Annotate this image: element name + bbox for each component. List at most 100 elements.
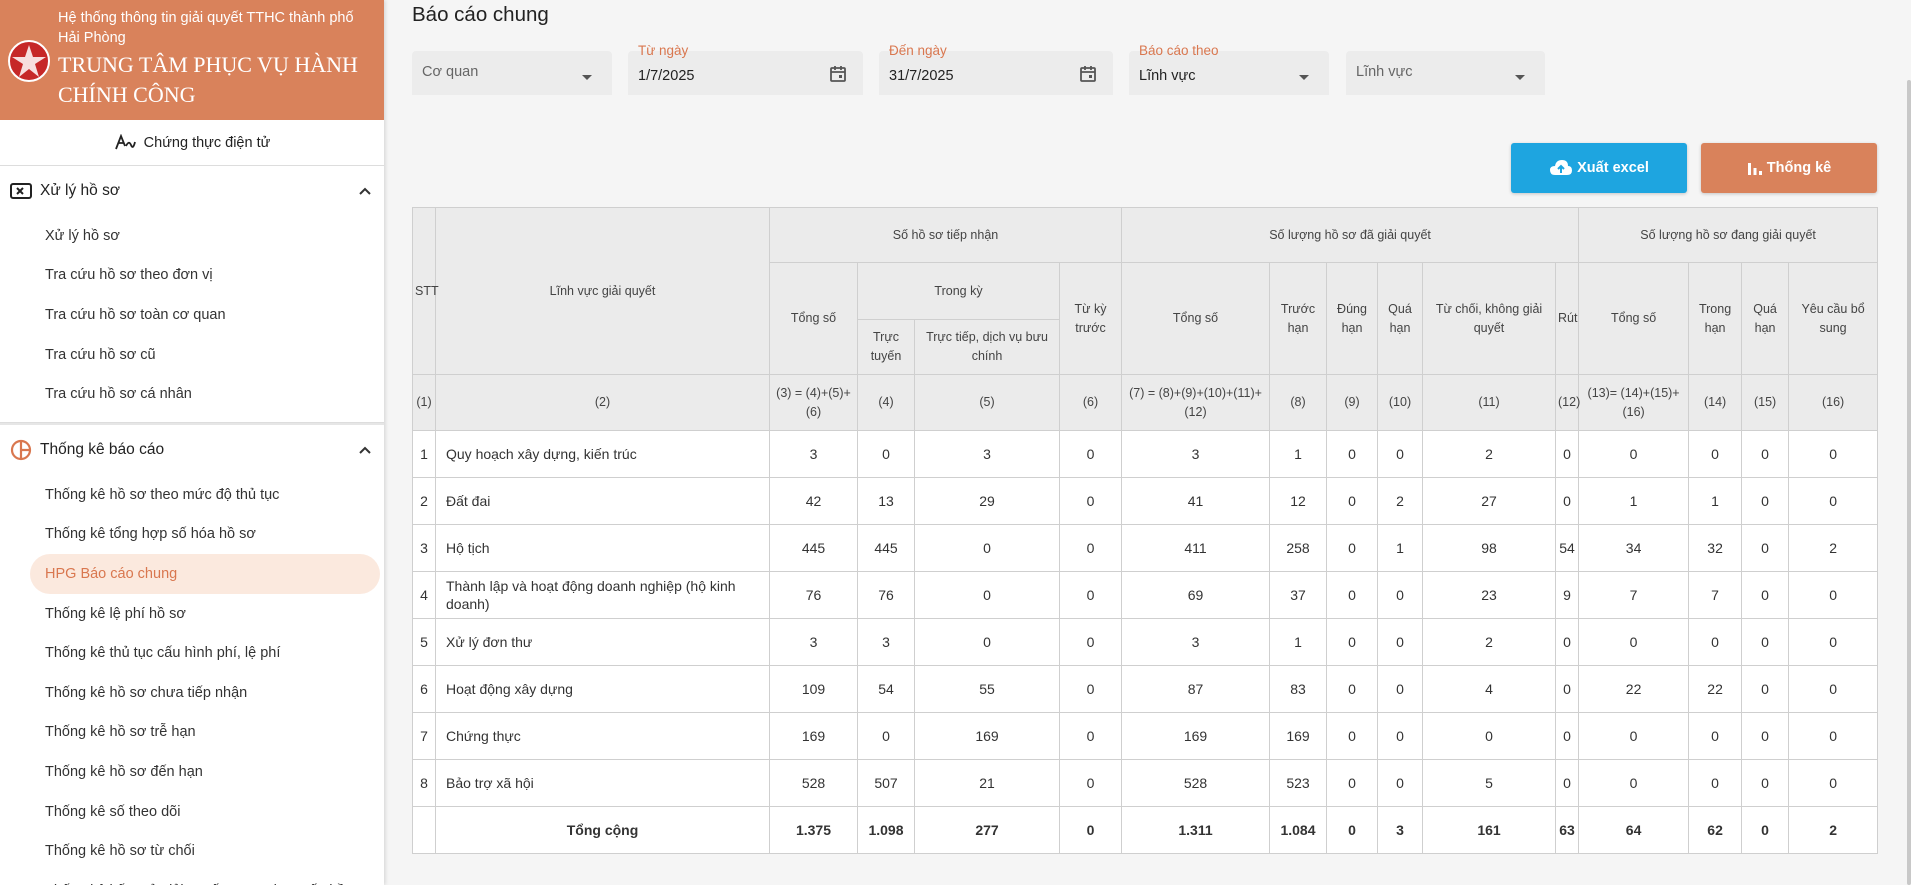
number-cell: 5 [1422, 759, 1556, 807]
data-row: 7 Chứng thực 169 0 169 0 169 169 0 0 0 0 0 0 0 0 [412, 712, 1879, 760]
number-cell: 0 [1422, 712, 1556, 760]
total-cell: 161 [1422, 806, 1556, 854]
number-cell: 8 [412, 759, 436, 807]
center-name: TRUNG TÂM PHỤC VỤ HÀNH CHÍNH CÔNG [58, 52, 358, 107]
filter-field[interactable]: Báo cáo theo Lĩnh vực [1129, 43, 1329, 95]
data-row: 6 Hoạt động xây dựng 109 54 55 0 87 83 0 0 4 0 22 22 0… [412, 665, 1879, 713]
report-table: STT Lĩnh vực giải quyết Số hồ sơ tiếp nh… [412, 207, 1879, 854]
number-cell: 54 [1554, 524, 1580, 572]
number-cell: 0 [1326, 524, 1378, 572]
menu-item[interactable]: Thống kê kết quả giải quyết TTHC theo cấ… [30, 871, 380, 885]
menu-item[interactable]: HPG Báo cáo chung [30, 554, 380, 594]
data-row: 4 Thành lập và hoạt động doanh nghiệp (hộ… [412, 571, 1879, 619]
number-cell: 0 [1688, 430, 1743, 478]
field-cell: Xử lý đơn thư [435, 618, 770, 666]
menu-item[interactable]: Thống kê hồ sơ đến hạn [45, 763, 203, 780]
stats-button[interactable]: Thống kê [1701, 143, 1877, 193]
number-cell: 2 [1788, 524, 1879, 572]
column-number: (16) [1788, 374, 1879, 431]
field-cell: Hoạt động xây dựng [435, 665, 770, 713]
number-cell: 55 [914, 665, 1060, 713]
icon-shape [830, 67, 846, 82]
menu-item[interactable]: Thống kê hồ sơ trễ hạn [45, 724, 196, 741]
icon-shape [839, 75, 842, 78]
number-cell: 13 [857, 477, 915, 525]
filter-field[interactable]: Từ ngày 1/7/2025 [628, 43, 863, 95]
header-cell: Số lượng hồ sơ đang giải quyết [1578, 207, 1879, 263]
number-cell: 0 [1059, 571, 1122, 619]
header-cell: Tổng số [1121, 262, 1270, 375]
number-cell: 0 [1377, 665, 1423, 713]
menu-item[interactable]: Tra cứu hồ sơ cá nhân [45, 386, 192, 403]
data-row: 5 Xử lý đơn thư 3 3 0 0 3 1 0 0 2 0 0 0 0 0 [412, 618, 1879, 666]
number-cell: 0 [1059, 665, 1122, 713]
number-cell: 34 [1578, 524, 1690, 572]
scrollbar[interactable] [1907, 80, 1911, 885]
header-cell: Yêu cầu bổ sung [1788, 262, 1879, 375]
number-cell: 258 [1269, 524, 1327, 572]
menu-item[interactable]: Tra cứu hồ sơ theo đơn vị [45, 267, 213, 284]
content: Báo cáo chung Cơ quan Từ ngày 1/7/2025 Đến … [384, 0, 1911, 885]
number-cell: 445 [857, 524, 915, 572]
number-cell: 0 [1788, 571, 1879, 619]
number-cell: 3 [1121, 618, 1270, 666]
filter-field[interactable]: Cơ quan [412, 51, 612, 95]
number-cell: 507 [857, 759, 915, 807]
number-cell: 87 [1121, 665, 1270, 713]
brand: Hệ thống thông tin giải quyết TTHC thành… [0, 0, 384, 120]
number-cell: 0 [1554, 430, 1580, 478]
export-button[interactable]: Xuất excel [1511, 143, 1687, 193]
number-cell: 0 [1377, 618, 1423, 666]
filter-value: Lĩnh vực [1139, 68, 1196, 84]
top-link[interactable]: Chứng thực điện tử [0, 120, 384, 166]
number-cell: 1 [1269, 430, 1327, 478]
number-cell: 0 [1741, 524, 1790, 572]
number-cell: 169 [914, 712, 1060, 760]
number-cell: 42 [769, 477, 858, 525]
filter-value: 1/7/2025 [638, 68, 695, 84]
dropdown-arrow [1299, 75, 1309, 80]
menu-item[interactable]: Tra cứu hồ sơ toàn cơ quan [45, 306, 226, 323]
number-cell: 169 [769, 712, 858, 760]
menu-item[interactable]: Thống kê hồ sơ từ chối [45, 843, 195, 860]
logo [8, 40, 50, 82]
column-number: (11) [1422, 374, 1556, 431]
menu-item[interactable]: Xử lý hồ sơ [45, 227, 120, 244]
cloud-icon [1550, 160, 1573, 175]
number-cell: 0 [1059, 759, 1122, 807]
number-cell: 2 [1422, 430, 1556, 478]
header-cell: Rút [1554, 262, 1580, 375]
menu-item[interactable]: Tra cứu hồ sơ cũ [45, 346, 156, 363]
filter-field[interactable]: Đến ngày 31/7/2025 [879, 43, 1113, 95]
section-header[interactable]: Xử lý hồ sơ [0, 166, 384, 216]
sidebar: Hệ thống thông tin giải quyết TTHC thành… [0, 0, 384, 885]
number-cell: 0 [1741, 618, 1790, 666]
empty-cell [412, 806, 436, 854]
number-cell: 528 [1121, 759, 1270, 807]
number-cell: 0 [1688, 759, 1743, 807]
filter-field[interactable]: Lĩnh vực [1346, 51, 1545, 95]
table-head: STT Lĩnh vực giải quyết Số hồ sơ tiếp nh… [412, 207, 1879, 431]
menu: Xử lý hồ sơ Xử lý hồ sơ Tra cứu hồ sơ theo… [0, 166, 384, 885]
number-cell: 29 [914, 477, 1060, 525]
menu-item[interactable]: Thống kê hồ sơ theo mức độ thủ tục [45, 486, 280, 503]
menu-item[interactable]: Thống kê lệ phí hồ sơ [45, 605, 186, 622]
number-cell: 0 [1326, 759, 1378, 807]
menu-item[interactable]: Thống kê hồ sơ chưa tiếp nhận [45, 684, 248, 701]
number-cell: 0 [1059, 618, 1122, 666]
header-cell: Tổng số [1578, 262, 1690, 375]
menu-item[interactable]: Thống kê số theo dõi [45, 803, 181, 820]
number-cell: 0 [914, 524, 1060, 572]
menu-item[interactable]: Thống kê tổng hợp số hóa hồ sơ [45, 526, 256, 543]
number-cell: 0 [1326, 571, 1378, 619]
total-row: Tổng cộng 1.375 1.098 277 0 1.311 1.084 0 3 161 63… [412, 806, 1879, 854]
number-cell: 0 [1554, 477, 1580, 525]
number-cell: 4 [412, 571, 436, 619]
filter-placeholder: Cơ quan [422, 64, 479, 80]
number-cell: 0 [1059, 524, 1122, 572]
calendar-icon [1080, 66, 1096, 82]
section-header[interactable]: Thống kê báo cáo [0, 425, 384, 475]
number-cell: 0 [857, 712, 915, 760]
header-cell: Số hồ sơ tiếp nhận [769, 207, 1122, 263]
menu-item[interactable]: Thống kê thủ tục cấu hình phí, lệ phí [45, 645, 281, 662]
